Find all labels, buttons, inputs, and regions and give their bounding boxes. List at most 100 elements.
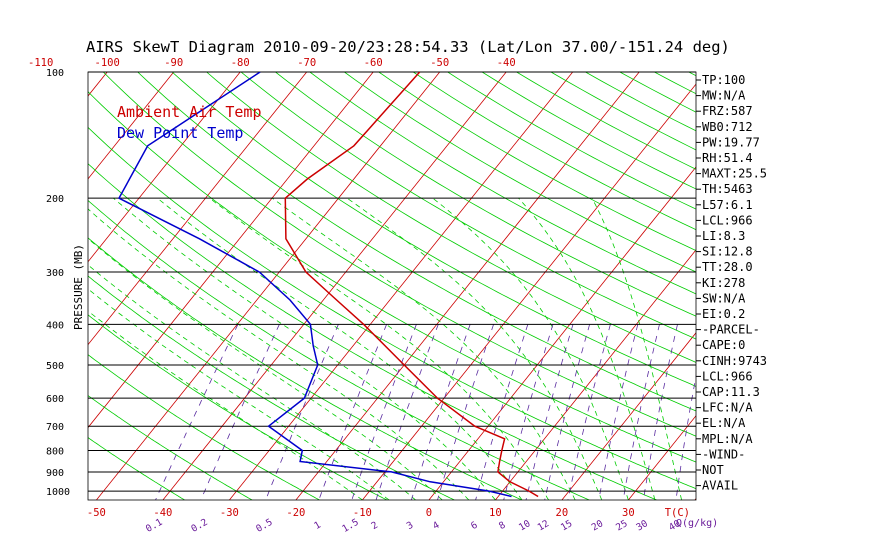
- isotherm-line: [428, 166, 696, 500]
- index-label: CAP:11.3: [702, 385, 760, 399]
- moist-adiabat: [88, 208, 470, 500]
- moist-adiabat: [113, 197, 496, 500]
- pressure-tick-label: 500: [46, 361, 64, 372]
- mixing-ratio-line: [437, 324, 494, 500]
- dry-adiabat: [447, 72, 696, 210]
- mixing-ratio-line: [567, 324, 611, 500]
- index-label: AVAIL: [702, 479, 738, 493]
- top-temp-tick-label: -50: [430, 57, 449, 69]
- bottom-temp-tick-label: -40: [153, 507, 172, 519]
- mixing-ratio-line: [675, 374, 696, 500]
- index-label: MPL:N/A: [702, 432, 753, 446]
- isotherm-line: [88, 72, 241, 263]
- y-axis-label: PRESSURE (MB): [72, 244, 85, 330]
- pressure-tick-label: 1000: [46, 487, 70, 498]
- bottom-temp-tick-label: -30: [220, 507, 239, 519]
- bottom-temp-tick-label: -10: [353, 507, 372, 519]
- index-label: LFC:N/A: [702, 401, 753, 415]
- index-label: TT:28.0: [702, 260, 753, 274]
- isotherm-line: [96, 72, 441, 500]
- dry-adiabat: [88, 126, 696, 490]
- bottom-temp-tick-label: 0: [426, 507, 432, 519]
- dry-adiabat: [654, 72, 696, 95]
- bottom-temp-tick-label: 20: [556, 507, 569, 519]
- mixing-ratio-line: [318, 324, 387, 500]
- moist-adiabat: [157, 197, 523, 500]
- pressure-tick-label: 600: [46, 394, 64, 405]
- mixing-ratio-tick-label: 0.5: [254, 517, 274, 535]
- dry-adiabat: [171, 72, 696, 387]
- moist-adiabat: [432, 197, 629, 500]
- dry-adiabat: [413, 72, 696, 231]
- mixing-ratio-line: [155, 324, 239, 500]
- bottom-temp-tick-label: 30: [622, 507, 635, 519]
- legend-item: Dew Point Temp: [117, 124, 243, 142]
- mixing-ratio-line: [622, 324, 660, 500]
- index-label: TH:5463: [702, 182, 753, 196]
- isotherm-line: [162, 72, 507, 500]
- mixing-ratio-tick-label: 25: [614, 518, 629, 533]
- dry-adiabat: [88, 354, 320, 500]
- mixing-ratio-line: [265, 324, 339, 500]
- mixing-ratio-tick-label: 0.2: [189, 517, 209, 535]
- dry-adiabat: [137, 72, 696, 412]
- index-label: LCL:966: [702, 369, 753, 383]
- moist-adiabat: [346, 197, 603, 500]
- top-temp-tick-label: -80: [231, 57, 250, 69]
- dry-adiabat: [378, 72, 696, 252]
- dry-adiabat: [309, 72, 696, 295]
- mixing-ratio-line: [351, 324, 417, 500]
- moist-adiabat: [88, 264, 416, 500]
- mixing-ratio-unit-label: Q(g/kg): [676, 518, 718, 529]
- dry-adiabat: [103, 72, 696, 437]
- index-label: LI:8.3: [702, 229, 745, 243]
- mixing-ratio-tick-label: 8: [497, 520, 508, 533]
- pressure-tick-label: 900: [46, 468, 64, 479]
- pressure-tick-label: 800: [46, 447, 64, 458]
- pressure-tick-label: 100: [46, 68, 64, 79]
- series-lines: [117, 72, 539, 498]
- mixing-ratio-tick-label: 10: [517, 518, 533, 533]
- dry-adiabat: [88, 275, 455, 500]
- mixing-ratio-line: [375, 324, 439, 500]
- chart-title: AIRS SkewT Diagram 2010-09-20/23:28:54.3…: [86, 38, 730, 56]
- index-label: SI:12.8: [702, 245, 753, 259]
- isotherm-line: [0, 72, 41, 500]
- dry-adiabat: [206, 72, 696, 363]
- index-label: KI:278: [702, 276, 745, 290]
- dry-adiabat: [240, 72, 696, 340]
- mixing-ratio-line: [475, 324, 529, 500]
- mixing-ratio-line: [598, 324, 639, 500]
- index-label: MW:N/A: [702, 89, 746, 103]
- legend: Ambient Air Temp Dew Point Temp: [117, 103, 262, 142]
- isotherm-line: [828, 72, 870, 500]
- bottom-temp-tick-label: -50: [87, 507, 106, 519]
- index-label: RH:51.4: [702, 151, 753, 165]
- mixing-ratio-line: [525, 324, 574, 500]
- mixing-ratio-tick-label: 2: [369, 520, 379, 532]
- top-temp-tick-label: -100: [95, 57, 120, 69]
- index-label: EI:0.2: [702, 307, 745, 321]
- mixing-ratio-tick-label: 12: [536, 518, 551, 533]
- mixing-ratio-tick-label: 0.1: [144, 517, 165, 535]
- index-label: WB0:712: [702, 120, 753, 134]
- isotherm-line: [495, 249, 696, 500]
- index-label: NOT: [702, 463, 724, 477]
- dry-adiabat: [88, 91, 696, 463]
- moist-adiabat: [88, 288, 390, 500]
- dry-adiabat: [516, 72, 696, 170]
- moist-adiabat: [88, 238, 443, 500]
- top-temp-tick-label: -40: [497, 57, 516, 69]
- mixing-ratio-line: [544, 324, 590, 500]
- index-label: TP:100: [702, 73, 745, 87]
- index-label: CINH:9743: [702, 354, 767, 368]
- mixing-ratio-tick-label: 1.5: [340, 517, 360, 535]
- background-lines: [0, 72, 870, 500]
- dry-adiabat: [481, 72, 696, 190]
- dry-adiabat: [88, 437, 185, 500]
- moist-adiabat: [591, 198, 682, 500]
- pressure-tick-label: 400: [46, 320, 64, 331]
- dry-adiabat: [88, 395, 253, 500]
